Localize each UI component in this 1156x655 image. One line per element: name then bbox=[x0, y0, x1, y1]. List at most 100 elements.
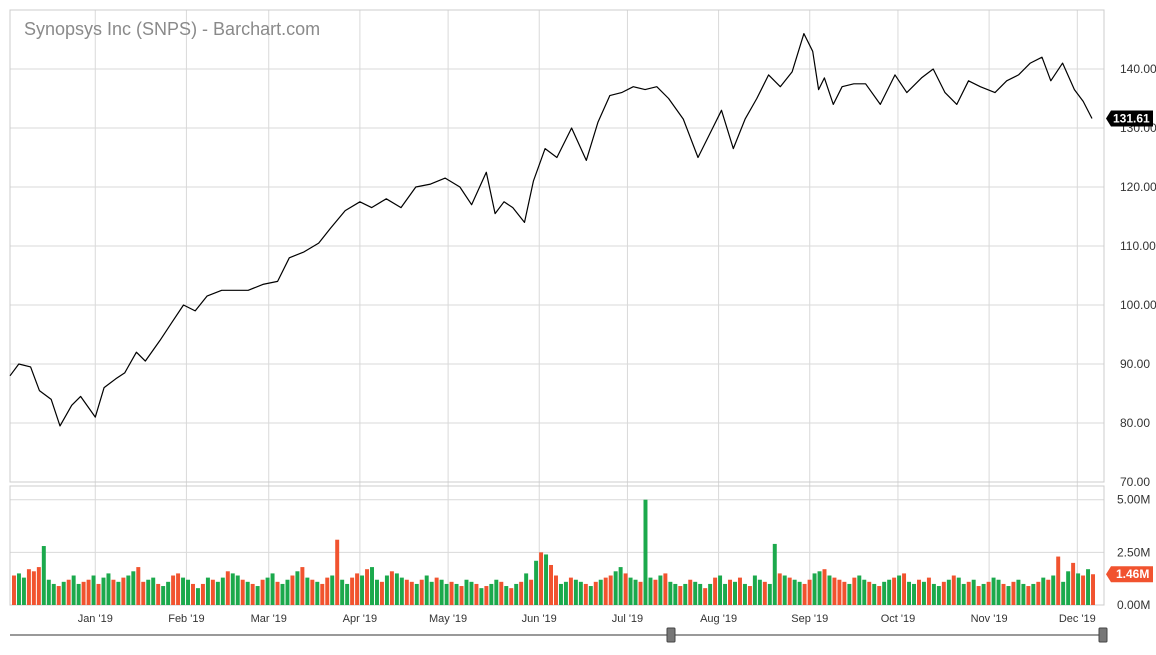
volume-tick-label: 5.00M bbox=[1117, 493, 1150, 507]
volume-bar bbox=[832, 577, 837, 605]
volume-bar bbox=[439, 579, 444, 605]
month-tick-label: Dec '19 bbox=[1059, 613, 1096, 625]
volume-bar bbox=[1091, 574, 1095, 605]
volume-bar bbox=[742, 583, 747, 605]
volume-bar bbox=[733, 581, 737, 605]
volume-bar bbox=[673, 583, 678, 605]
volume-bar bbox=[723, 583, 728, 605]
volume-bar bbox=[71, 575, 76, 605]
volume-bar bbox=[916, 579, 921, 605]
volume-bar bbox=[91, 575, 96, 605]
volume-bar bbox=[767, 583, 772, 605]
volume-bar bbox=[1011, 581, 1016, 605]
volume-bar bbox=[698, 583, 703, 605]
volume-bar bbox=[300, 567, 305, 605]
volume-bar bbox=[280, 583, 285, 605]
volume-bar bbox=[66, 579, 71, 605]
volume-bar bbox=[1046, 579, 1051, 605]
volume-bar bbox=[409, 581, 414, 605]
volume-bar bbox=[549, 564, 553, 605]
volume-bar bbox=[534, 560, 539, 605]
volume-bar bbox=[792, 579, 797, 605]
volume-bar bbox=[474, 583, 479, 605]
volume-bar bbox=[16, 573, 21, 605]
volume-bar bbox=[166, 581, 171, 605]
volume-bar bbox=[912, 583, 916, 605]
chart-title: Synopsys Inc (SNPS) - Barchart.com bbox=[24, 19, 320, 39]
volume-bar bbox=[12, 575, 16, 605]
volume-bar bbox=[693, 581, 698, 605]
volume-bar bbox=[444, 583, 449, 605]
volume-bar bbox=[365, 569, 370, 605]
volume-tick-label: 0.00M bbox=[1117, 598, 1150, 612]
volume-bar bbox=[762, 581, 767, 605]
volume-bar bbox=[389, 571, 394, 605]
volume-bar bbox=[668, 581, 673, 605]
volume-bar bbox=[424, 575, 429, 605]
month-tick-label: Sep '19 bbox=[791, 613, 828, 625]
volume-bar bbox=[305, 577, 310, 605]
volume-bar bbox=[728, 579, 733, 605]
volume-bar bbox=[96, 583, 101, 605]
last-volume-label: 1.46M bbox=[1116, 567, 1149, 581]
volume-bar bbox=[1066, 571, 1071, 605]
volume-bar bbox=[404, 579, 409, 605]
volume-bar bbox=[320, 583, 325, 605]
navigator-handle-right[interactable] bbox=[1098, 627, 1108, 643]
volume-bar bbox=[310, 579, 315, 605]
volume-bar bbox=[240, 579, 245, 605]
volume-bar bbox=[519, 581, 524, 605]
last-volume-marker: 1.46M bbox=[1106, 566, 1153, 583]
volume-bar bbox=[648, 577, 653, 605]
volume-bar bbox=[26, 569, 31, 605]
volume-bar bbox=[638, 581, 643, 605]
volume-bar bbox=[51, 583, 56, 605]
volume-bar bbox=[1051, 575, 1056, 605]
volume-bar bbox=[454, 583, 459, 605]
volume-bar bbox=[931, 583, 936, 605]
volume-bar bbox=[867, 581, 872, 605]
last-price-label: 131.61 bbox=[1113, 112, 1150, 126]
volume-bar bbox=[384, 575, 389, 605]
volume-bar bbox=[489, 583, 494, 605]
volume-bar bbox=[230, 573, 235, 605]
volume-bar bbox=[678, 586, 683, 605]
volume-bar bbox=[539, 552, 544, 605]
volume-bar bbox=[872, 583, 877, 605]
volume-bar bbox=[991, 577, 996, 605]
volume-bar bbox=[514, 583, 519, 605]
volume-bar bbox=[902, 573, 907, 605]
volume-bar bbox=[61, 581, 66, 605]
range-navigator[interactable] bbox=[10, 627, 1108, 643]
volume-bar bbox=[857, 575, 862, 605]
volume-bar bbox=[41, 546, 46, 605]
volume-bar bbox=[126, 575, 131, 605]
volume-bar bbox=[981, 583, 986, 605]
volume-bar bbox=[568, 577, 573, 605]
volume-bar bbox=[469, 581, 474, 605]
volume-bar bbox=[926, 577, 931, 605]
volume-bar bbox=[887, 579, 892, 605]
price-tick-label: 80.00 bbox=[1120, 416, 1150, 430]
volume-bar bbox=[1016, 579, 1021, 605]
volume-bar bbox=[46, 579, 51, 605]
volume-bar bbox=[827, 575, 832, 605]
navigator-handle-left[interactable] bbox=[666, 627, 676, 643]
volume-bar bbox=[370, 567, 374, 605]
volume-bar bbox=[235, 575, 240, 605]
volume-bar bbox=[747, 586, 752, 605]
volume-bar bbox=[399, 577, 404, 605]
volume-bar bbox=[752, 575, 757, 605]
volume-bar bbox=[429, 581, 434, 605]
price-tick-label: 70.00 bbox=[1120, 475, 1150, 489]
volume-bar bbox=[862, 579, 867, 605]
volume-bar bbox=[131, 571, 136, 605]
volume-bar bbox=[1071, 562, 1076, 605]
volume-bar bbox=[737, 577, 742, 605]
volume-bar bbox=[1061, 581, 1066, 605]
volume-bar bbox=[255, 586, 260, 605]
volume-bar bbox=[171, 575, 176, 605]
price-tick-label: 90.00 bbox=[1120, 357, 1150, 371]
volume-bar bbox=[116, 581, 121, 605]
